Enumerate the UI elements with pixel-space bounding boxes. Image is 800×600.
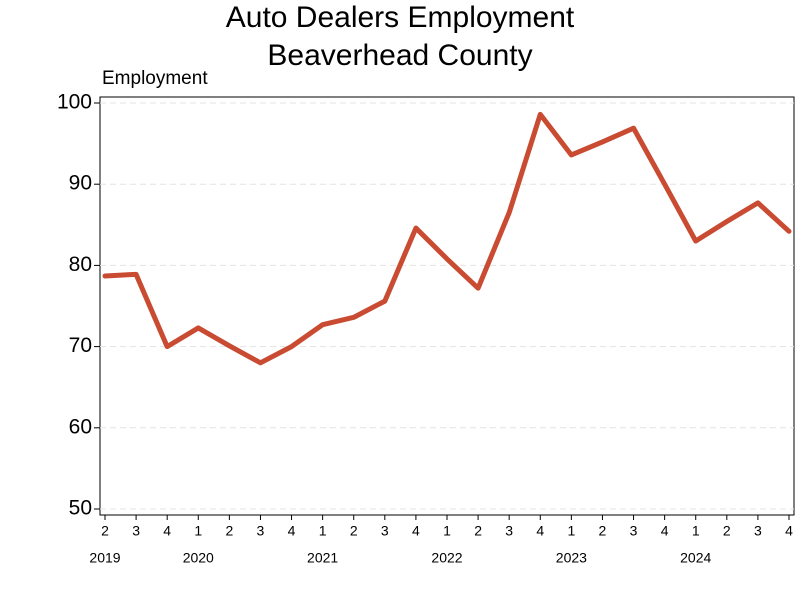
x-tick-label: 3 [132, 523, 140, 539]
x-tick-label: 2 [101, 523, 109, 539]
x-tick-label: 2 [474, 523, 482, 539]
x-tick-label: 2 [599, 523, 607, 539]
x-tick-label: 3 [257, 523, 265, 539]
year-label: 2024 [680, 550, 711, 566]
year-label: 2020 [183, 550, 214, 566]
x-tick-label: 3 [630, 523, 638, 539]
year-label: 2021 [307, 550, 338, 566]
x-tick-label: 3 [505, 523, 513, 539]
x-tick-label: 4 [288, 523, 296, 539]
y-tick-label: 50 [69, 497, 92, 520]
x-tick-label: 1 [194, 523, 202, 539]
x-tick-label: 2 [350, 523, 358, 539]
x-tick-label: 1 [319, 523, 327, 539]
y-tick-label: 80 [69, 253, 92, 276]
year-label: 2023 [556, 550, 587, 566]
x-tick-label: 4 [412, 523, 420, 539]
x-tick-label: 4 [785, 523, 793, 539]
chart-subtitle: Beaverhead County [267, 39, 532, 72]
x-tick-label: 3 [754, 523, 762, 539]
x-tick-label: 4 [536, 523, 544, 539]
x-tick-label: 1 [567, 523, 575, 539]
x-tick-label: 4 [163, 523, 171, 539]
series-line [102, 111, 792, 366]
chart-title: Auto Dealers Employment [226, 1, 575, 34]
x-tick-label: 3 [381, 523, 389, 539]
y-tick-label: 70 [69, 334, 92, 357]
y-tick-label: 60 [69, 415, 92, 438]
x-tick-label: 2 [225, 523, 233, 539]
y-axis-label: Employment [102, 68, 208, 89]
x-tick-label: 1 [692, 523, 700, 539]
year-label: 2022 [431, 550, 462, 566]
x-tick-label: 2 [723, 523, 731, 539]
y-tick-label: 100 [57, 91, 92, 114]
year-label: 2019 [89, 550, 120, 566]
plot-frame [99, 96, 795, 516]
x-tick-label: 1 [443, 523, 451, 539]
x-tick-label: 4 [661, 523, 669, 539]
y-tick-label: 90 [69, 172, 92, 195]
